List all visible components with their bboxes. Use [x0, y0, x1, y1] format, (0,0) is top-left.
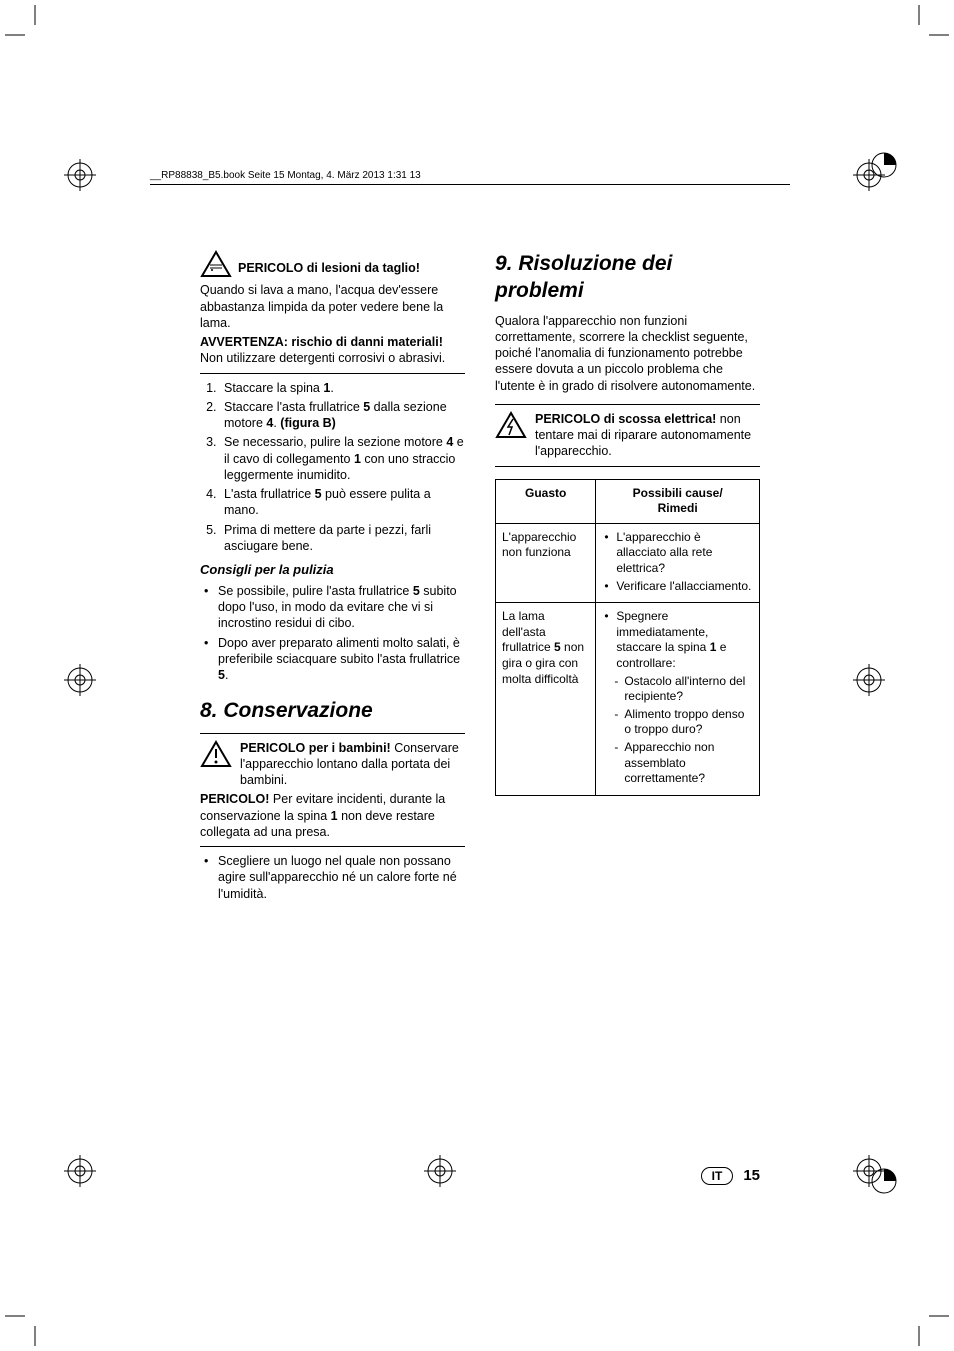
- danger-title: PERICOLO!: [200, 792, 269, 806]
- table-header: Possibili cause/ Rimedi: [596, 479, 760, 523]
- list-item: Spegnere immediatamente, staccare la spi…: [602, 609, 753, 671]
- list-item: L'asta frullatrice 5 può essere pulita a…: [220, 486, 465, 519]
- list-item: L'apparecchio è allacciato alla rete ele…: [602, 530, 753, 577]
- list-item: Apparecchio non assemblato correttamente…: [602, 740, 753, 787]
- list-item: Dopo aver preparato alimenti molto salat…: [200, 635, 465, 684]
- left-column: PERICOLO di lesioni da taglio! Quando si…: [200, 250, 465, 905]
- warn-cut-body: Quando si lava a mano, l'acqua dev'esser…: [200, 282, 465, 331]
- lang-badge: IT: [701, 1167, 734, 1185]
- list-item: Scegliere un luogo nel quale non possano…: [200, 853, 465, 902]
- list-item: Prima di mettere da parte i pezzi, farli…: [220, 522, 465, 555]
- list-item: Alimento troppo denso o troppo duro?: [602, 707, 753, 738]
- danger-kids-title: PERICOLO per i bambini!: [240, 741, 391, 755]
- section-9-title: 9. Risoluzione dei problemi: [495, 250, 760, 305]
- list-item: Se possibile, pulire l'asta frullatrice …: [200, 583, 465, 632]
- color-circle: [869, 150, 899, 185]
- list-item: Se necessario, pulire la sezione motore …: [220, 434, 465, 483]
- page-content: __RP88838_B5.book Seite 15 Montag, 4. Mä…: [200, 250, 760, 905]
- list-item: Ostacolo all'interno del recipiente?: [602, 674, 753, 705]
- list-item: Staccare la spina 1.: [220, 380, 465, 396]
- warn-cut-title: PERICOLO di lesioni da taglio!: [238, 261, 420, 275]
- table-cell: La lama dell'asta frullatrice 5 non gira…: [496, 603, 596, 796]
- list-item: Staccare l'asta frullatrice 5 dalla sezi…: [220, 399, 465, 432]
- header-meta: __RP88838_B5.book Seite 15 Montag, 4. Mä…: [150, 170, 421, 181]
- warn-damage-title: AVVERTENZA: rischio di danni materiali!: [200, 335, 443, 349]
- registration-target: [60, 155, 100, 200]
- section-8-title: 8. Conservazione: [200, 697, 465, 724]
- registration-target: [420, 1151, 460, 1196]
- crop-mark-bl: [5, 1286, 65, 1346]
- crop-mark-tl: [5, 5, 65, 65]
- registration-target: [60, 660, 100, 705]
- tips-title: Consigli per la pulizia: [200, 562, 465, 579]
- right-column: 9. Risoluzione dei problemi Qualora l'ap…: [495, 250, 760, 905]
- list-item: Verificare l'allacciamento.: [602, 579, 753, 595]
- table-cell: L'apparecchio non funziona: [496, 523, 596, 602]
- table-cell: Spegnere immediatamente, staccare la spi…: [596, 603, 760, 796]
- registration-target: [60, 1151, 100, 1196]
- shock-title: PERICOLO di scossa elettrica!: [535, 412, 716, 426]
- crop-mark-br: [889, 1286, 949, 1346]
- warn-damage-body: Non utilizzare detergenti corrosivi o ab…: [200, 351, 445, 365]
- cleaning-steps: Staccare la spina 1. Staccare l'asta fru…: [220, 380, 465, 555]
- table-header: Guasto: [496, 479, 596, 523]
- registration-target: [849, 660, 889, 705]
- color-circle: [869, 1166, 899, 1201]
- warning-cut-icon: [200, 250, 232, 282]
- section-9-intro: Qualora l'apparecchio non funzioni corre…: [495, 313, 760, 394]
- troubleshooting-table: Guasto Possibili cause/ Rimedi L'apparec…: [495, 479, 760, 796]
- table-cell: L'apparecchio è allacciato alla rete ele…: [596, 523, 760, 602]
- tips-list: Se possibile, pulire l'asta frullatrice …: [200, 583, 465, 684]
- crop-mark-tr: [889, 5, 949, 65]
- shock-warning-icon: [495, 411, 527, 443]
- page-number: IT 15: [701, 1167, 760, 1185]
- warning-triangle-icon: [200, 740, 232, 772]
- page-number-value: 15: [743, 1167, 760, 1184]
